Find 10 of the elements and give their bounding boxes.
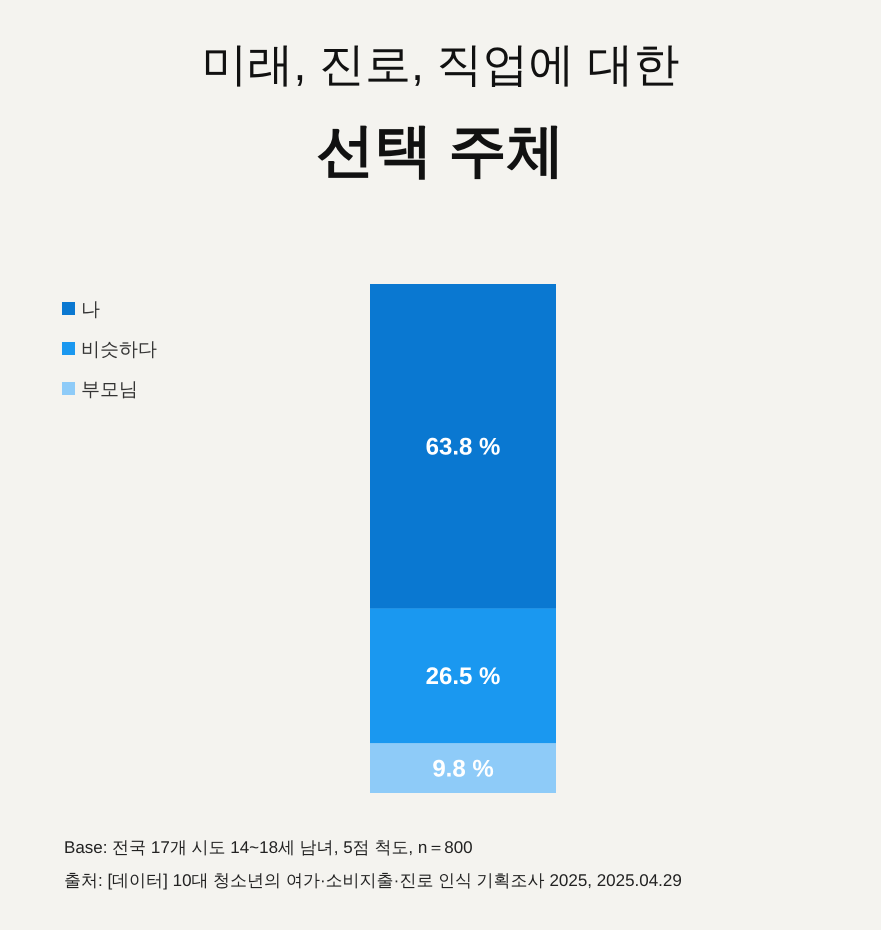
data-label: 9.8 % [432, 755, 494, 782]
source-note: 출처: [데이터] 10대 청소년의 여가·소비지출·진로 인식 기획조사 2025, 2025.04.29 [64, 871, 682, 890]
chart-subtitle: 선택 주체 [316, 118, 565, 183]
legend-label: 비슷하다 [81, 340, 157, 361]
legend-label: 부모님 [81, 380, 138, 401]
legend-label: 나 [81, 300, 100, 321]
text: Base: 전국 17개 시도 14~18세 남녀, 5점 척도, n＝800 [64, 838, 473, 857]
data-label: 63.8 % [426, 434, 500, 461]
data-label: 26.5 % [426, 663, 500, 690]
chart-title: 미래, 진로, 직업에 대한 [202, 38, 680, 90]
